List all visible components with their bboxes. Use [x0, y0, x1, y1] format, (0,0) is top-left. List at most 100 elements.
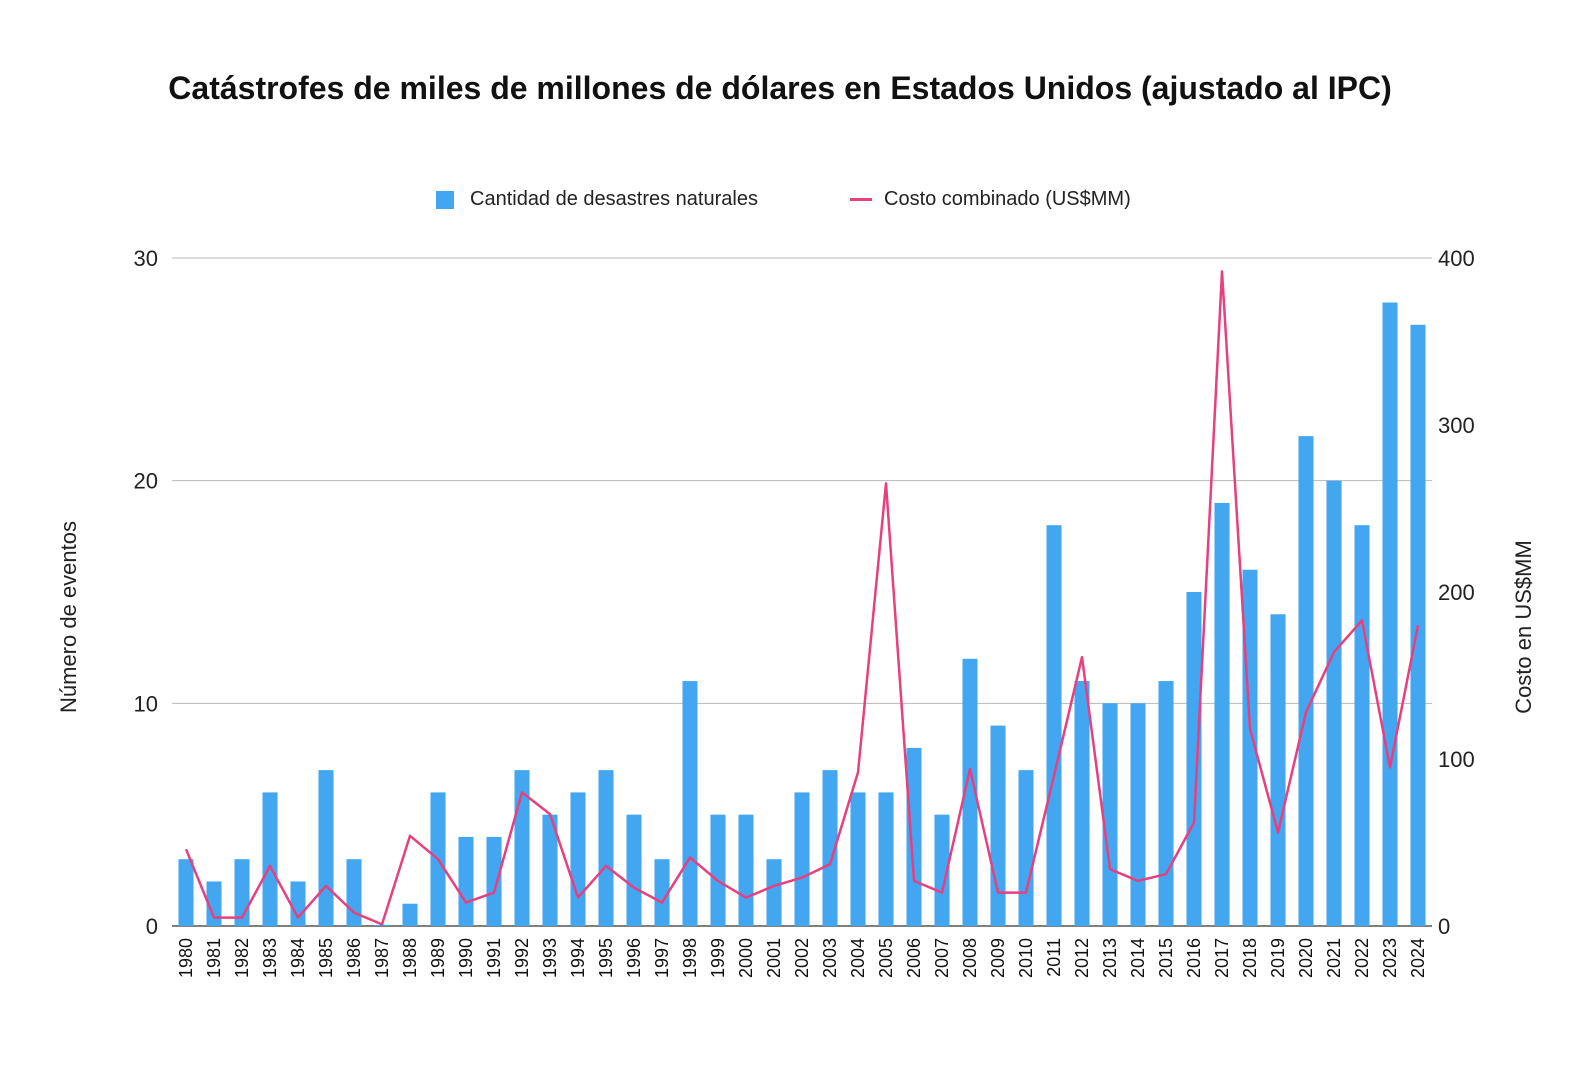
- x-tick-label: 2013: [1100, 938, 1120, 978]
- legend-item-line: Costo combinado (US$MM): [850, 188, 1131, 211]
- y2-tick-label: 0: [1438, 914, 1450, 939]
- y-axis-title: Número de eventos: [56, 521, 81, 713]
- bar: [654, 859, 670, 926]
- x-tick-label: 1995: [596, 938, 616, 978]
- x-tick-label: 2018: [1240, 938, 1260, 978]
- cost-line-path: [184, 270, 1420, 926]
- x-tick-label: 2021: [1324, 938, 1344, 978]
- y-tick-label: 20: [134, 469, 158, 494]
- chart-title: Catástrofes de miles de millones de dóla…: [168, 70, 1392, 106]
- bar: [1214, 502, 1230, 926]
- legend-line-swatch: [850, 198, 872, 201]
- x-tick-label: 1994: [568, 938, 588, 978]
- x-tick-label: 2022: [1352, 938, 1372, 978]
- x-tick-label: 2006: [904, 938, 924, 978]
- bar: [738, 814, 754, 926]
- x-tick-label: 1980: [176, 938, 196, 978]
- bar: [878, 792, 894, 926]
- x-tick-label: 1991: [484, 938, 504, 978]
- x-tick-label: 2000: [736, 938, 756, 978]
- x-tick-label: 2004: [848, 938, 868, 978]
- x-tick-label: 2009: [988, 938, 1008, 978]
- x-tick-label: 1987: [372, 938, 392, 978]
- bar: [458, 836, 474, 926]
- bar: [262, 792, 278, 926]
- x-tick-label: 2008: [960, 938, 980, 978]
- x-tick-label: 1981: [204, 938, 224, 978]
- bar: [822, 770, 838, 926]
- bar: [1270, 614, 1286, 926]
- bars: [178, 302, 1426, 926]
- y-tick-label: 0: [146, 914, 158, 939]
- bar: [1326, 480, 1342, 926]
- bar: [962, 658, 978, 926]
- legend: Cantidad de desastres naturales Costo co…: [0, 188, 1595, 218]
- x-tick-label: 2012: [1072, 938, 1092, 978]
- bar: [1130, 703, 1146, 926]
- y-tick-label: 30: [134, 246, 158, 271]
- x-tick-label: 1996: [624, 938, 644, 978]
- x-tick-label: 1986: [344, 938, 364, 978]
- bar: [1102, 703, 1118, 926]
- y2-tick-label: 100: [1438, 747, 1475, 772]
- bar: [402, 903, 418, 926]
- bar: [1298, 436, 1314, 926]
- bar: [318, 770, 334, 926]
- bar: [710, 814, 726, 926]
- bar: [178, 859, 194, 926]
- x-tick-label: 2001: [764, 938, 784, 978]
- x-tick-label: 1997: [652, 938, 672, 978]
- x-tick-label: 1983: [260, 938, 280, 978]
- bar: [990, 725, 1006, 926]
- x-tick-label: 1989: [428, 938, 448, 978]
- legend-label-line: Costo combinado (US$MM): [884, 188, 1131, 210]
- x-tick-label: 2003: [820, 938, 840, 978]
- legend-item-bars: Cantidad de desastres naturales: [436, 188, 758, 211]
- bar: [682, 681, 698, 926]
- x-tick-label: 2015: [1156, 938, 1176, 978]
- y-tick-label: 10: [134, 691, 158, 716]
- x-tick-label: 1988: [400, 938, 420, 978]
- x-tick-label: 1985: [316, 938, 336, 978]
- y2-tick-label: 300: [1438, 413, 1475, 438]
- bar: [1186, 592, 1202, 926]
- bar: [206, 881, 222, 926]
- bar: [906, 747, 922, 926]
- x-tick-label: 2014: [1128, 938, 1148, 978]
- x-tick-label: 2007: [932, 938, 952, 978]
- bar: [1354, 525, 1370, 926]
- bar: [1382, 302, 1398, 926]
- y2-axis-title: Costo en US$MM: [1511, 540, 1536, 714]
- bar: [766, 859, 782, 926]
- bar: [794, 792, 810, 926]
- x-tick-label: 2017: [1212, 938, 1232, 978]
- bar: [1158, 681, 1174, 926]
- cost-line: [184, 270, 1420, 926]
- x-tick-label: 2010: [1016, 938, 1036, 978]
- x-tick-label: 2023: [1380, 938, 1400, 978]
- x-tick-label: 2020: [1296, 938, 1316, 978]
- bar: [290, 881, 306, 926]
- x-tick-label: 2005: [876, 938, 896, 978]
- bar: [1046, 525, 1062, 926]
- x-tick-label: 2016: [1184, 938, 1204, 978]
- bar: [626, 814, 642, 926]
- x-tick-label: 1999: [708, 938, 728, 978]
- x-tick-label: 1992: [512, 938, 532, 978]
- y2-tick-label: 400: [1438, 246, 1475, 271]
- x-tick-label: 1982: [232, 938, 252, 978]
- x-tick-label: 2011: [1044, 938, 1064, 977]
- x-tick-label: 1984: [288, 938, 308, 978]
- x-tick-label: 1990: [456, 938, 476, 978]
- x-tick-label: 2019: [1268, 938, 1288, 978]
- legend-label-bars: Cantidad de desastres naturales: [470, 188, 758, 210]
- bar: [1018, 770, 1034, 926]
- bar: [934, 814, 950, 926]
- x-tick-label: 2002: [792, 938, 812, 978]
- x-tick-label: 1998: [680, 938, 700, 978]
- x-tick-label: 1993: [540, 938, 560, 978]
- bar: [542, 814, 558, 926]
- x-tick-label: 2024: [1408, 938, 1428, 978]
